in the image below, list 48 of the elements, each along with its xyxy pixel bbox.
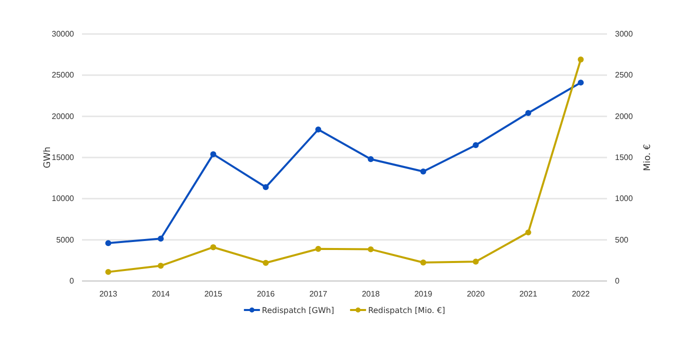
x-tick-label: 2020: [466, 290, 486, 299]
y2-tick-label: 1000: [615, 194, 634, 204]
x-tick-label: 2022: [572, 290, 590, 299]
point: [158, 262, 164, 269]
point: [262, 260, 269, 266]
x-tick-label: 2013: [99, 290, 118, 299]
x-tick-label: 2021: [519, 290, 538, 299]
point: [578, 56, 584, 62]
y-axis-title: GWh: [43, 146, 53, 168]
x-tick-label: 2016: [256, 290, 276, 299]
y-tick-label: 10000: [52, 194, 75, 204]
legend-label: Redispatch [Mio. €]: [368, 306, 446, 315]
point: [210, 244, 216, 250]
point: [262, 184, 269, 190]
x-tick-label: 2014: [152, 290, 170, 299]
y-tick-label: 15000: [52, 153, 75, 162]
y-tick-label: 25000: [52, 70, 75, 80]
y-tick-label: 5000: [56, 235, 75, 244]
point: [315, 246, 322, 252]
y2-tick-label: 1500: [615, 153, 634, 162]
y2-tick-label: 0: [615, 276, 620, 286]
y-tick-label: 0: [70, 276, 75, 286]
point: [368, 246, 374, 252]
y-tick-label: 20000: [52, 112, 75, 121]
point: [578, 80, 584, 86]
x-tick-label: 2018: [362, 290, 380, 299]
x-tick-label: 2019: [414, 290, 433, 299]
point: [368, 156, 374, 162]
point: [525, 229, 532, 236]
y2-tick-label: 2000: [615, 112, 634, 121]
x-tick-label: 2017: [309, 290, 328, 299]
point: [472, 258, 479, 265]
point: [105, 240, 112, 246]
point: [315, 126, 322, 132]
point: [158, 236, 164, 242]
point: [525, 110, 532, 116]
point: [105, 268, 112, 275]
point: [420, 259, 426, 266]
y2-tick-label: 500: [615, 235, 629, 244]
x-tick-label: 2015: [204, 290, 223, 299]
point: [420, 168, 426, 174]
y2-axis-title: Mio. €: [643, 144, 653, 172]
y2-tick-label: 3000: [615, 30, 634, 39]
point: [210, 151, 216, 158]
y-tick-label: 30000: [52, 30, 75, 39]
y2-tick-label: 2500: [615, 70, 634, 80]
legend-label: Redispatch [GWh]: [262, 306, 334, 315]
point: [472, 142, 479, 148]
